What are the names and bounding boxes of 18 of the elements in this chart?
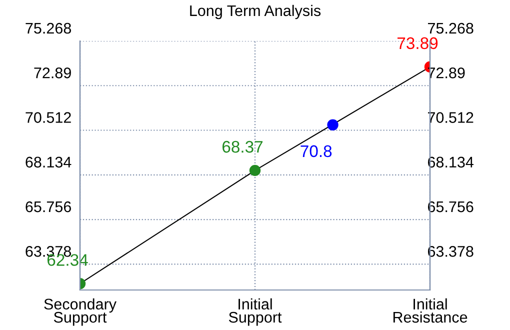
y2-tick-label: 65.756 [428,201,474,212]
y2-tick-label: 63.378 [428,246,474,257]
data-label: 70.8 [300,145,332,158]
chart-title: Long Term Analysis [190,4,321,20]
y-tick-label: 65.756 [26,201,71,212]
y-tick-label: 75.268 [26,22,72,34]
x-tick-label: Secondary Support [44,298,116,326]
data-label: 68.37 [222,140,263,153]
data-label: 73.89 [398,37,438,50]
x-tick-label: Initial Resistance [393,298,468,323]
y-tick-label: 72.89 [34,67,71,78]
y-tick-label: 70.512 [26,112,71,123]
x-tick-label: Initial Support [228,298,282,326]
y2-tick-label: 72.89 [428,67,465,78]
y2-tick-label: 68.134 [428,156,474,168]
y2-tick-label: 70.512 [428,112,474,123]
y2-tick-label: 75.268 [428,22,474,34]
y-tick-label: 68.134 [26,156,72,168]
